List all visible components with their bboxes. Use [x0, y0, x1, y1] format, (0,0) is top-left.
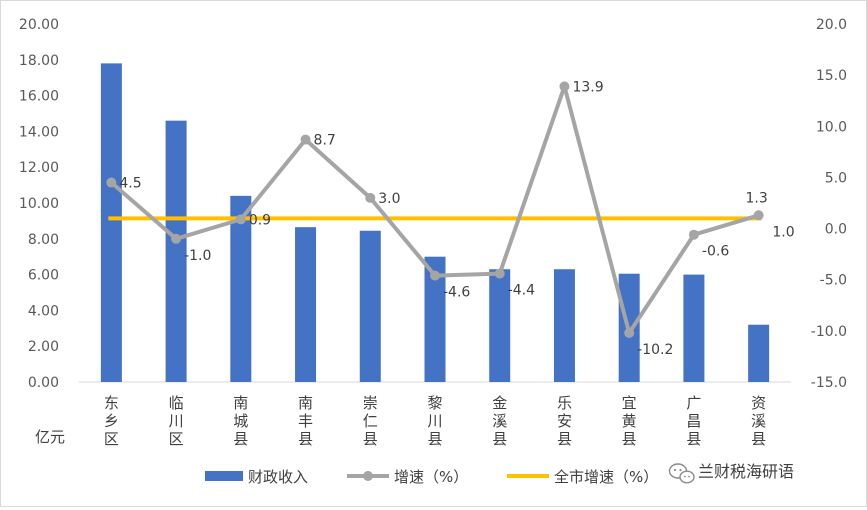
- x-tick-label: 广昌县: [686, 394, 701, 448]
- y-left-tick-label: 8.00: [28, 232, 59, 248]
- y-left-tick-label: 0.00: [28, 375, 59, 391]
- growth-series: 4.5 -1.0 0.9 8.7 3.0 -4.6 -4.4 13.9 -10.2 -0.6 1.3: [106, 79, 768, 358]
- growth-data-label: -0.6: [702, 244, 729, 260]
- growth-data-label: -1.0: [184, 248, 211, 264]
- city-growth-label: 1.0: [772, 224, 794, 240]
- growth-point: [753, 210, 764, 221]
- y-left-tick-label: 18.00: [19, 53, 59, 69]
- growth-data-label: -10.2: [637, 342, 673, 358]
- x-tick-label: 东乡区: [104, 394, 119, 448]
- growth-point: [106, 177, 117, 188]
- growth-data-label: -4.6: [443, 285, 470, 301]
- x-tick-label: 乐安县: [557, 394, 572, 448]
- y-left-tick-label: 10.00: [19, 196, 59, 212]
- x-tick-label: 黎川县: [427, 394, 442, 448]
- growth-data-label: 3.0: [378, 191, 400, 207]
- watermark-text: 兰财税海研语: [698, 462, 794, 481]
- legend-label: 增速（%）: [394, 468, 468, 486]
- city-growth-series: 1.0: [108, 216, 795, 240]
- y-left-tick-label: 20.00: [19, 17, 59, 33]
- growth-data-label: 8.7: [314, 133, 336, 149]
- x-tick-label: 南城县: [233, 394, 248, 448]
- legend-swatch-marker: [363, 471, 373, 481]
- y-right-tick-label: -5.0: [820, 273, 847, 289]
- y-left-tick-label: 6.00: [28, 268, 59, 284]
- x-tick-label: 临川区: [169, 394, 184, 448]
- y-right-tick-label: 0.0: [825, 222, 847, 238]
- y-left-tick-label: 12.00: [19, 160, 59, 176]
- legend-label: 财政收入: [248, 468, 308, 486]
- y-right-tick-label: -15.0: [811, 375, 847, 391]
- growth-point: [430, 270, 440, 281]
- y-right-tick-label: 5.0: [825, 170, 847, 186]
- growth-point: [688, 229, 699, 240]
- growth-data-label: 13.9: [572, 79, 603, 95]
- bar: [359, 230, 381, 382]
- y-left-tick-label: 2.00: [28, 339, 59, 355]
- bar: [553, 269, 575, 382]
- bar: [165, 120, 187, 382]
- bar: [748, 324, 770, 382]
- growth-point: [171, 233, 182, 244]
- y-right-tick-label: -10.0: [811, 324, 847, 340]
- growth-point: [624, 327, 635, 338]
- growth-data-label: 1.3: [746, 190, 768, 206]
- growth-point: [300, 134, 311, 145]
- y-right-tick-label: 20.0: [816, 17, 847, 33]
- legend-swatch-bar: [205, 471, 243, 481]
- bar: [230, 195, 252, 382]
- y-axis-left: 0.00 2.00 4.00 6.00 8.00 10.00 12.00 14.00 16.00…: [19, 17, 59, 391]
- growth-point: [235, 214, 246, 225]
- growth-point: [365, 192, 376, 203]
- x-tick-label: 宜黄县: [622, 394, 637, 448]
- growth-point: [494, 268, 505, 279]
- watermark: 兰财税海研语: [668, 462, 794, 484]
- y-left-tick-label: 14.00: [19, 124, 59, 140]
- bar: [683, 274, 705, 382]
- bar: [295, 227, 317, 382]
- y-right-tick-label: 15.0: [816, 68, 847, 84]
- x-tick-label: 崇仁县: [363, 394, 378, 448]
- x-axis: 东乡区 临川区 南城县 南丰县 崇仁县 黎川县 金溪县 乐安县 宜黄县 广昌县 资溪县: [104, 394, 766, 448]
- legend: 财政收入 增速（%） 全市增速（%）: [205, 468, 658, 486]
- bar-series: [100, 63, 770, 382]
- y-axis-right: -15.0 -10.0 -5.0 0.0 5.0 10.0 15.0 20.0: [811, 17, 847, 391]
- y-axis-unit: 亿元: [35, 428, 65, 446]
- bar: [489, 269, 511, 382]
- wechat-icon: [668, 463, 695, 484]
- y-right-tick-label: 10.0: [816, 119, 847, 135]
- legend-label: 全市增速（%）: [554, 468, 658, 486]
- growth-point: [559, 81, 570, 92]
- growth-data-label: -4.4: [508, 283, 535, 299]
- bar: [424, 256, 446, 382]
- y-left-tick-label: 16.00: [19, 89, 59, 105]
- y-left-tick-label: 4.00: [28, 303, 59, 319]
- growth-data-label: 4.5: [119, 176, 141, 192]
- x-tick-label: 资溪县: [751, 394, 766, 448]
- growth-data-label: 0.9: [249, 212, 271, 228]
- bar: [100, 63, 122, 382]
- x-tick-label: 金溪县: [492, 394, 507, 448]
- x-tick-label: 南丰县: [298, 394, 313, 448]
